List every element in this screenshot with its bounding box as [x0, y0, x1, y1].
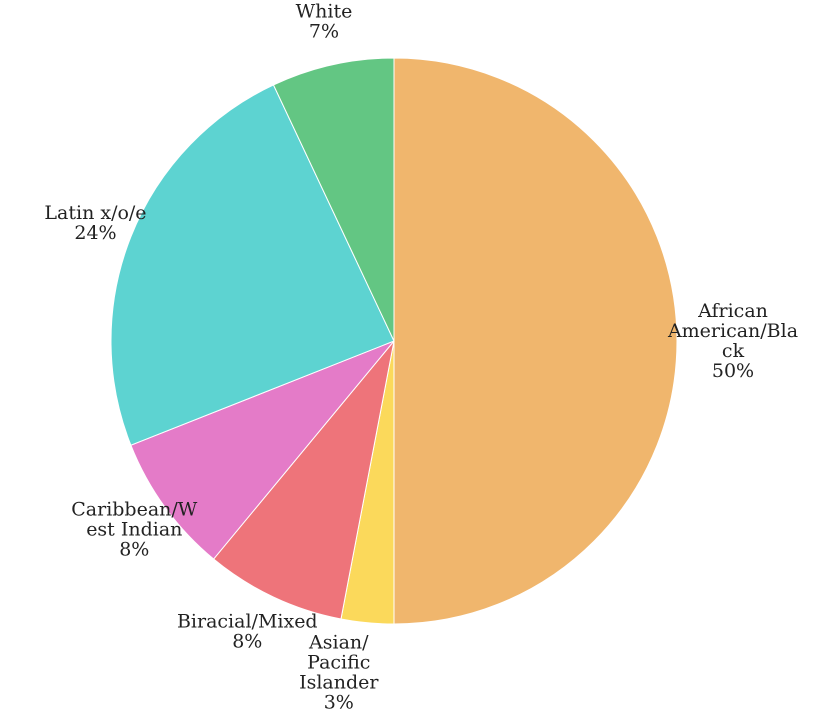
pie-slice-4 [110, 84, 395, 446]
slice-label-5: White 7% [296, 1, 353, 43]
pie-slice-0 [393, 57, 678, 625]
slice-label-0: African American/Bla ck 50% [667, 300, 798, 382]
slice-percent: 3% [324, 692, 354, 714]
slice-name-line: est Indian [86, 519, 182, 541]
slice-name-line: Islander [299, 672, 379, 694]
slice-label-1: Asian/Pacific Islander 3% [299, 632, 379, 714]
pie-slice-2 [212, 340, 395, 620]
slice-percent: 50% [712, 360, 754, 382]
slice-name-line: Biracial/Mixed [177, 610, 318, 632]
slice-label-2: Biracial/Mixed 8% [177, 610, 318, 652]
slice-name-line: African [697, 300, 768, 322]
slice-label-4: Latin x/o/e 24% [44, 202, 146, 244]
slice-percent: 24% [74, 222, 116, 244]
slice-name-line: Pacific [307, 652, 370, 674]
slice-name-line: Latin x/o/e [44, 202, 146, 224]
slice-name-line: Caribbean/W [71, 499, 198, 521]
slice-percent: 8% [119, 539, 149, 561]
slice-name-line: American/Bla [667, 320, 798, 342]
pie-slice-3 [130, 340, 395, 560]
pie-slice-5 [272, 57, 395, 342]
slice-label-3: Caribbean/W est Indian 8% [71, 499, 198, 561]
slice-name-line: White [296, 1, 353, 23]
slice-name-line: ck [722, 340, 745, 362]
slice-name-line: Asian/ [308, 632, 369, 654]
slice-percent: 7% [309, 21, 339, 43]
slice-percent: 8% [232, 630, 262, 652]
